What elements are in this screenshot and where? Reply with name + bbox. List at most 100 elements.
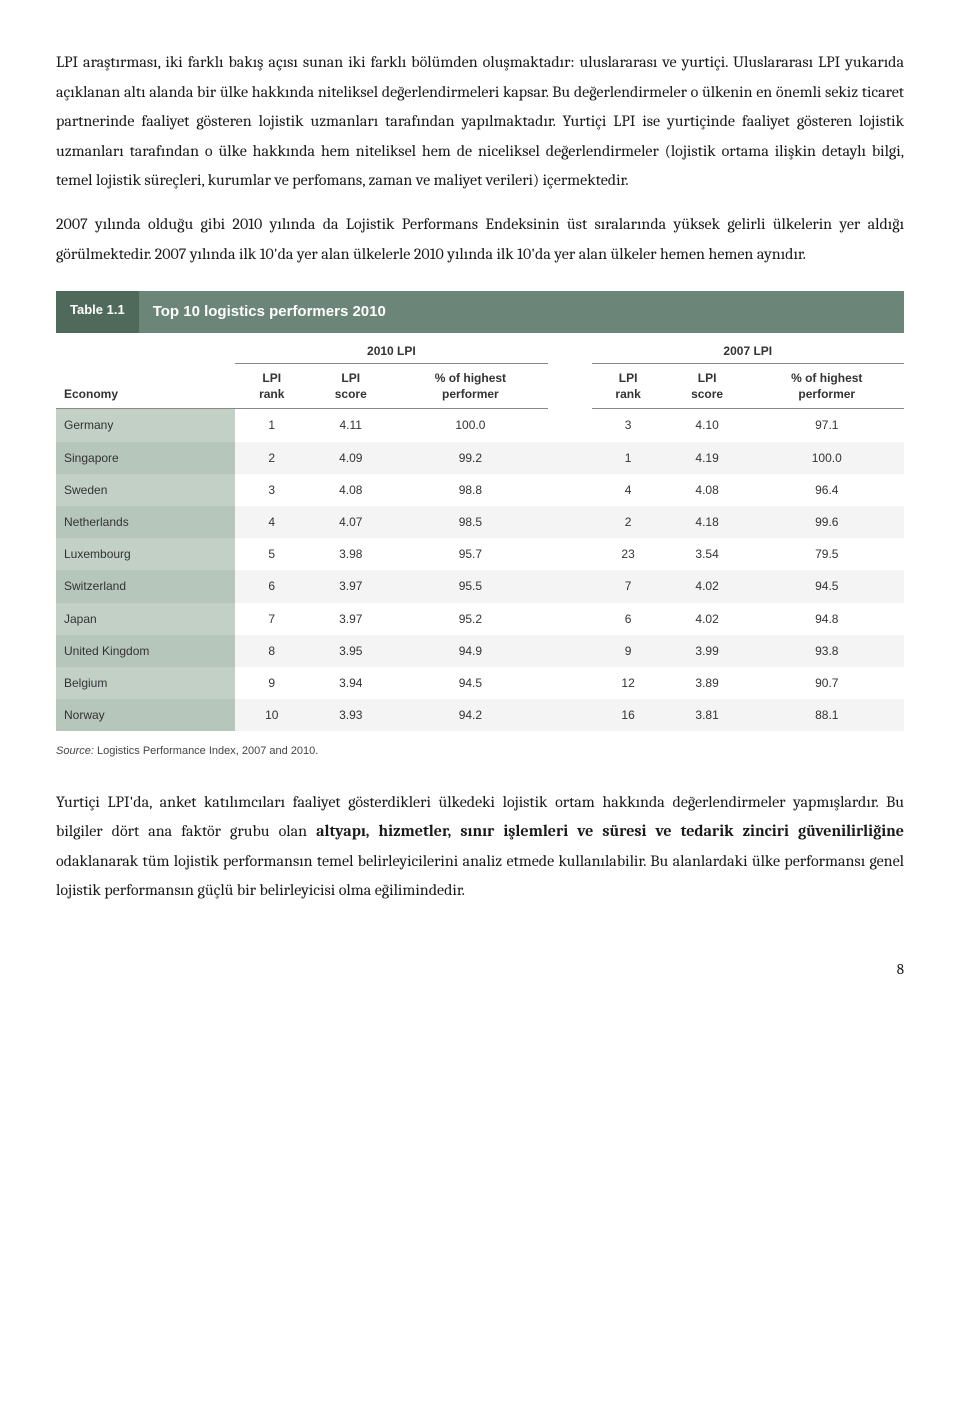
cell-value: 90.7 [750,667,904,699]
cell-value: 99.6 [750,506,904,538]
table-group-header-row: 2010 LPI 2007 LPI [56,333,904,364]
text-bold-run: altyapı, hizmetler, sınır işlemleri ve s… [316,822,904,840]
cell-economy: Netherlands [56,506,235,538]
cell-economy: Norway [56,699,235,731]
cell-value: 97.1 [750,409,904,442]
cell-value: 4.07 [308,506,393,538]
cell-value: 3.97 [308,603,393,635]
cell-value: 6 [592,603,665,635]
cell-value: 3.54 [665,538,750,570]
cell-value [548,474,592,506]
cell-value: 4 [592,474,665,506]
table-group-2010: 2010 LPI [235,333,547,364]
cell-value: 9 [592,635,665,667]
lpi-table: 2010 LPI 2007 LPI Economy LPIrank LPIsco… [56,333,904,731]
cell-economy: Switzerland [56,570,235,602]
cell-value [548,506,592,538]
cell-value: 12 [592,667,665,699]
cell-value: 9 [235,667,308,699]
cell-value: 96.4 [750,474,904,506]
table-container: Table 1.1 Top 10 logistics performers 20… [56,291,904,762]
cell-value: 3.89 [665,667,750,699]
table-row: Belgium93.9494.5123.8990.7 [56,667,904,699]
table-number-badge: Table 1.1 [56,291,139,333]
cell-value: 1 [592,442,665,474]
source-text: Logistics Performance Index, 2007 and 20… [94,745,318,757]
table-row: Norway103.9394.2163.8188.1 [56,699,904,731]
cell-value: 3.99 [665,635,750,667]
source-label: Source: [56,745,94,757]
table-title: Top 10 logistics performers 2010 [139,291,400,333]
cell-value: 4.18 [665,506,750,538]
table-row: Luxembourg53.9895.7 233.5479.5 [56,538,904,570]
cell-value: 4.02 [665,603,750,635]
cell-value [548,603,592,635]
cell-value: 94.8 [750,603,904,635]
cell-value: 7 [592,570,665,602]
cell-value: 10 [235,699,308,731]
cell-value: 95.5 [393,570,547,602]
body-paragraph: Yurtiçi LPI'da, anket katılımcıları faal… [56,788,904,906]
cell-economy: Singapore [56,442,235,474]
cell-economy: Luxembourg [56,538,235,570]
table-row: Japan73.9795.264.0294.8 [56,603,904,635]
cell-value: 4.09 [308,442,393,474]
cell-value: 3.95 [308,635,393,667]
table-header-spacer [548,364,592,409]
table-title-bar: Table 1.1 Top 10 logistics performers 20… [56,291,904,333]
cell-value [548,667,592,699]
cell-value: 3.98 [308,538,393,570]
cell-value [548,570,592,602]
cell-value: 4.08 [308,474,393,506]
cell-value: 3.97 [308,570,393,602]
col-economy: Economy [56,364,235,409]
cell-value: 94.9 [393,635,547,667]
cell-value: 94.5 [750,570,904,602]
cell-value: 23 [592,538,665,570]
col-lpi-rank: LPIrank [592,364,665,409]
cell-economy: Japan [56,603,235,635]
cell-value: 3.94 [308,667,393,699]
cell-value: 2 [592,506,665,538]
cell-economy: Belgium [56,667,235,699]
cell-value: 2 [235,442,308,474]
cell-value: 16 [592,699,665,731]
cell-value: 6 [235,570,308,602]
body-paragraph: LPI araştırması, iki farklı bakış açısı … [56,48,904,196]
page-number: 8 [56,956,904,984]
cell-value: 98.5 [393,506,547,538]
table-row: Singapore24.0999.214.19100.0 [56,442,904,474]
table-row: United Kingdom83.9594.993.9993.8 [56,635,904,667]
table-body: Germany14.11100.034.1097.1Singapore24.09… [56,409,904,731]
cell-value: 4 [235,506,308,538]
text-run: odaklanarak tüm lojistik performansın te… [56,852,904,900]
col-pct-highest: % of highestperformer [393,364,547,409]
cell-value: 8 [235,635,308,667]
col-lpi-rank: LPIrank [235,364,308,409]
cell-value: 95.7 [393,538,547,570]
cell-value [548,699,592,731]
cell-economy: United Kingdom [56,635,235,667]
cell-value: 3 [592,409,665,442]
table-row: Netherlands44.0798.5 24.1899.6 [56,506,904,538]
table-row: Sweden34.0898.844.0896.4 [56,474,904,506]
cell-value: 3.81 [665,699,750,731]
cell-value: 4.11 [308,409,393,442]
cell-value: 3.93 [308,699,393,731]
table-header-spacer [56,333,235,364]
cell-value: 4.10 [665,409,750,442]
col-lpi-score: LPIscore [308,364,393,409]
cell-value [548,409,592,442]
table-header-spacer [548,333,592,364]
cell-value: 7 [235,603,308,635]
table-source: Source: Logistics Performance Index, 200… [56,741,904,761]
table-row: Germany14.11100.034.1097.1 [56,409,904,442]
cell-value: 4.02 [665,570,750,602]
cell-value: 79.5 [750,538,904,570]
cell-economy: Sweden [56,474,235,506]
cell-value [548,538,592,570]
cell-value: 94.2 [393,699,547,731]
cell-value: 5 [235,538,308,570]
col-lpi-score: LPIscore [665,364,750,409]
cell-value: 1 [235,409,308,442]
